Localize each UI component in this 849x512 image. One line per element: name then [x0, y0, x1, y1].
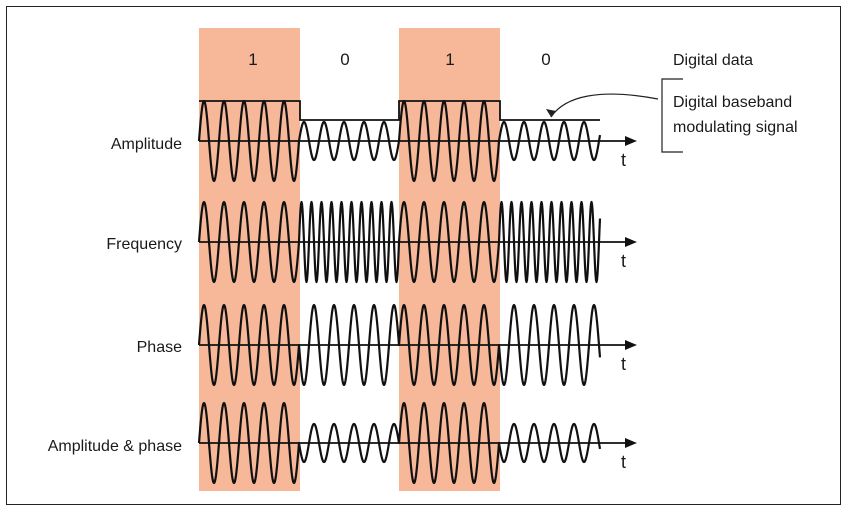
annotation-bracket — [661, 78, 683, 153]
baseband-square-signal — [199, 100, 600, 121]
amplitude-phase-modulated-wave — [197, 401, 602, 485]
bit-label-2: 0 — [340, 50, 349, 69]
t-label-amplitude-phase: t — [621, 452, 626, 472]
baseband-pointer-arrow — [550, 93, 659, 118]
time-axes: t t t t — [199, 136, 637, 472]
t-label-phase: t — [621, 354, 626, 374]
phase-modulated-wave — [197, 303, 602, 387]
row-label-amplitude: Amplitude — [111, 136, 182, 153]
baseband-label-line1: Digital baseband — [673, 94, 792, 111]
amplitude-modulated-wave — [197, 99, 602, 183]
bit-labels: 1 0 1 0 — [248, 50, 550, 69]
frequency-modulated-wave — [197, 200, 602, 284]
baseband-pointer-arrowhead — [546, 109, 556, 117]
bit-label-3: 1 — [445, 50, 454, 69]
row-label-frequency: Frequency — [106, 236, 182, 253]
bit-label-1: 1 — [248, 50, 257, 69]
t-label-amplitude: t — [621, 150, 626, 170]
axis-frequency-arrow — [625, 237, 637, 247]
digital-data-label: Digital data — [673, 52, 753, 69]
bit-highlights — [199, 28, 500, 491]
row-label-phase: Phase — [137, 339, 182, 356]
axis-amplitude-arrow — [625, 136, 637, 146]
t-label-frequency: t — [621, 251, 626, 271]
row-labels: Amplitude Frequency Phase Amplitude & ph… — [48, 136, 182, 455]
bit-label-4: 0 — [541, 50, 550, 69]
axis-amplitude-phase-arrow — [625, 438, 637, 448]
baseband-label-line2: modulating signal — [673, 119, 798, 136]
row-label-amplitude-phase: Amplitude & phase — [48, 438, 182, 455]
axis-phase-arrow — [625, 340, 637, 350]
